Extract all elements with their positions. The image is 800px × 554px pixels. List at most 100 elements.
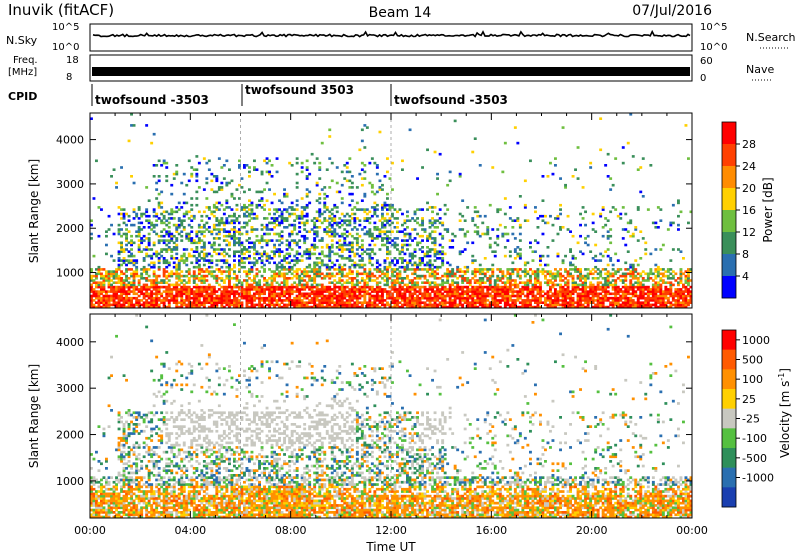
heatmap-cell xyxy=(596,305,600,309)
heatmap-cell xyxy=(546,175,550,178)
heatmap-cell xyxy=(115,290,118,293)
heatmap-cell xyxy=(418,241,422,245)
heatmap-cell xyxy=(486,290,490,293)
heatmap-cell xyxy=(210,299,214,302)
heatmap-cell xyxy=(273,299,276,302)
heatmap-cell xyxy=(584,290,587,293)
heatmap-cell xyxy=(616,299,620,302)
heatmap-cell xyxy=(248,257,251,260)
heatmap-cell xyxy=(413,283,417,287)
heatmap-cell xyxy=(651,296,655,300)
heatmap-cell xyxy=(255,168,259,171)
heatmap-cell xyxy=(293,270,297,273)
heatmap-cell xyxy=(368,259,372,262)
heatmap-cell xyxy=(245,206,249,209)
heatmap-cell xyxy=(428,292,432,296)
heatmap-cell xyxy=(654,292,658,296)
heatmap-cell xyxy=(185,257,189,260)
heatmap-cell xyxy=(137,226,141,229)
heatmap-cell xyxy=(202,274,206,278)
heatmap-cell xyxy=(135,292,139,296)
heatmap-cell xyxy=(150,279,154,282)
heatmap-cell xyxy=(418,301,422,304)
heatmap-cell xyxy=(222,212,226,216)
heatmap-cell xyxy=(155,292,159,296)
heatmap-cell xyxy=(654,301,658,304)
heatmap-cell xyxy=(641,285,645,289)
heatmap-cell xyxy=(125,301,128,304)
heatmap-cell xyxy=(300,206,304,209)
heatmap-cell xyxy=(621,228,625,231)
heatmap-cell xyxy=(300,217,304,220)
heatmap-cell xyxy=(313,270,317,273)
heatmap-cell xyxy=(569,305,572,309)
heatmap-cell xyxy=(386,221,389,225)
heatmap-cell xyxy=(303,252,307,256)
heatmap-cell xyxy=(596,296,600,300)
heatmap-cell xyxy=(471,277,475,280)
heatmap-cell xyxy=(441,274,445,278)
heatmap-cell xyxy=(601,254,605,258)
heatmap-cell xyxy=(523,270,527,273)
heatmap-cell xyxy=(396,268,399,271)
heatmap-cell xyxy=(564,288,567,291)
heatmap-cell xyxy=(458,175,462,178)
heatmap-cell xyxy=(513,290,517,293)
heatmap-cell xyxy=(438,303,442,307)
heatmap-cell xyxy=(137,208,141,211)
cpid-segment-1: twofsound -3503 xyxy=(95,93,209,107)
heatmap-cell xyxy=(561,279,565,282)
heatmap-cell xyxy=(125,268,128,271)
heatmap-cell xyxy=(353,237,357,240)
heatmap-cell xyxy=(586,277,590,280)
heatmap-cell xyxy=(438,252,442,256)
heatmap-cell xyxy=(258,252,261,256)
heatmap-cell xyxy=(641,279,645,282)
heatmap-cell xyxy=(574,283,577,287)
heatmap-cell xyxy=(629,292,633,296)
heatmap-cell xyxy=(225,230,229,233)
heatmap-cell xyxy=(661,272,665,276)
heatmap-cell xyxy=(606,230,610,233)
heatmap-cell xyxy=(448,179,452,183)
heatmap-cell xyxy=(150,296,154,300)
heatmap-cell xyxy=(248,254,251,258)
heatmap-cell xyxy=(365,281,369,284)
heatmap-cell xyxy=(491,299,495,302)
heatmap-cell xyxy=(609,303,613,307)
heatmap-cell xyxy=(217,259,221,262)
heatmap-cell xyxy=(298,259,302,262)
heatmap-cell xyxy=(260,285,264,289)
heatmap-cell xyxy=(348,232,352,236)
heatmap-cell xyxy=(481,232,485,236)
heatmap-cell xyxy=(147,285,151,289)
heatmap-cell xyxy=(202,305,206,309)
heatmap-cell xyxy=(433,241,437,245)
heatmap-cell xyxy=(413,272,417,276)
heatmap-cell xyxy=(441,259,445,262)
heatmap-cell xyxy=(313,226,317,229)
heatmap-cell xyxy=(155,296,159,300)
heatmap-cell xyxy=(265,303,269,307)
heatmap-cell xyxy=(436,305,439,309)
heatmap-cell xyxy=(102,296,106,300)
heatmap-cell xyxy=(654,303,658,307)
heatmap-cell xyxy=(338,299,342,302)
heatmap-cell xyxy=(112,270,116,273)
heatmap-cell xyxy=(310,219,314,222)
heatmap-cell xyxy=(398,272,402,276)
heatmap-cell xyxy=(556,232,560,236)
heatmap-cell xyxy=(386,277,389,280)
heatmap-cell xyxy=(621,274,625,278)
heatmap-cell xyxy=(561,290,565,293)
heatmap-cell xyxy=(343,214,347,218)
heatmap-cell xyxy=(308,265,312,269)
heatmap-cell xyxy=(235,250,239,253)
heatmap-cell xyxy=(411,301,414,304)
heatmap-cell xyxy=(544,296,547,300)
heatmap-cell xyxy=(162,210,166,214)
heatmap-cell xyxy=(503,285,507,289)
heatmap-cell xyxy=(315,199,319,202)
heatmap-cell xyxy=(270,283,274,287)
heatmap-cell xyxy=(418,285,422,289)
